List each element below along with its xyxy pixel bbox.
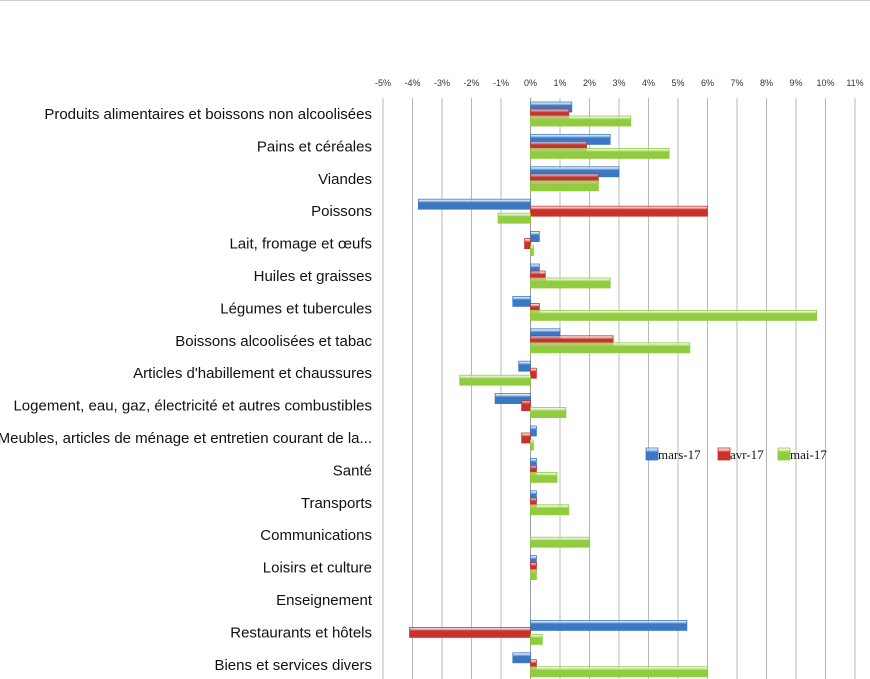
x-tick-label: 9% (789, 78, 802, 88)
x-tick-label: 11% (846, 78, 863, 88)
bar-mai-17-3 (497, 212, 531, 224)
category-label: Poissons (311, 203, 372, 220)
bar-mai-17-0 (530, 115, 632, 127)
x-tick-label: -2% (463, 78, 479, 88)
x-tick-label: -5% (375, 78, 391, 88)
bar-mai-17-10 (530, 439, 534, 451)
bar-mars-17-10 (530, 425, 537, 437)
bar-mars-17-8 (518, 360, 531, 372)
bar-avr-17-3 (530, 205, 708, 217)
x-tick-label: 7% (730, 78, 743, 88)
category-label: Pains et céréales (257, 138, 372, 155)
bar-mai-17-1 (530, 147, 670, 159)
legend-label-mars-17: mars-17 (658, 447, 701, 462)
legend: mars-17 avr-17 mai-17 (645, 447, 827, 462)
bar-mars-17-3 (417, 198, 531, 210)
bar-mai-17-13 (530, 536, 590, 548)
bar-avr-17-10 (521, 432, 531, 444)
x-tick-label: 6% (701, 78, 714, 88)
bar-mars-17-4 (530, 231, 540, 243)
category-label: Enseignement (276, 592, 373, 609)
bar-avr-17-4 (524, 238, 531, 250)
x-tick-label: 2% (583, 78, 596, 88)
category-label: Articles d'habillement et chaussures (133, 365, 372, 382)
category-label: Restaurants et hôtels (230, 624, 372, 641)
category-label: Logement, eau, gaz, électricité et autre… (13, 398, 372, 415)
category-label: Produits alimentaires et boissons non al… (44, 106, 372, 123)
x-tick-label: -1% (493, 78, 509, 88)
x-tick-label: 3% (612, 78, 625, 88)
x-tick-label: -4% (404, 78, 420, 88)
bar-mai-17-11 (530, 471, 558, 483)
category-label: Transports (301, 495, 372, 512)
legend-label-mai-17: mai-17 (790, 447, 827, 462)
category-label: Légumes et tubercules (220, 300, 372, 317)
legend-swatch-mars-17 (645, 447, 659, 461)
category-label: Viandes (318, 171, 372, 188)
legend-swatch-avr-17 (717, 447, 731, 461)
x-axis-ticks: -5% -4% -3% -2% -1% 0% 1% 2% 3% 4% 5% 6% 7% 8% 9% 10% 11… (375, 78, 864, 88)
bars (409, 101, 818, 678)
x-tick-label: 5% (671, 78, 684, 88)
bar-mai-17-7 (530, 342, 691, 354)
bar-mai-17-17 (530, 666, 708, 678)
bar-mai-17-4 (530, 245, 534, 257)
x-tick-label: 10% (816, 78, 834, 88)
bar-avr-17-9 (521, 400, 531, 412)
bar-avr-17-8 (530, 367, 537, 379)
category-label: Biens et services divers (214, 657, 372, 674)
bar-mars-17-9 (494, 393, 531, 405)
category-label: Communications (260, 527, 372, 544)
category-labels: Produits alimentaires et boissons non al… (0, 106, 373, 674)
category-label: Lait, fromage et œufs (229, 236, 372, 253)
bar-mai-17-8 (459, 374, 531, 386)
x-tick-label: 4% (642, 78, 655, 88)
bar-mars-17-17 (512, 652, 531, 664)
category-label: Santé (333, 462, 372, 479)
x-tick-label: 8% (760, 78, 773, 88)
x-tick-label: 0% (524, 78, 537, 88)
bar-mai-17-9 (530, 407, 567, 419)
legend-swatch-mai-17 (777, 447, 791, 461)
bar-mai-17-6 (530, 309, 818, 321)
bar-mars-17-6 (512, 295, 531, 307)
category-label: Boissons alcoolisées et tabac (175, 333, 372, 350)
bar-mai-17-16 (530, 634, 543, 645)
category-label: Huiles et graisses (254, 268, 372, 285)
bar-mai-17-2 (530, 180, 599, 192)
bar-mai-17-5 (530, 277, 611, 289)
bar-mai-17-12 (530, 504, 570, 516)
x-tick-label: 1% (553, 78, 566, 88)
legend-label-avr-17: avr-17 (730, 447, 764, 462)
bar-mai-17-14 (530, 569, 537, 580)
category-label: Meubles, articles de ménage et entretien… (0, 430, 372, 447)
bar-mars-17-16 (530, 620, 688, 631)
category-label: Loisirs et culture (263, 560, 372, 577)
x-tick-label: -3% (434, 78, 450, 88)
bar-avr-17-16 (409, 627, 531, 638)
